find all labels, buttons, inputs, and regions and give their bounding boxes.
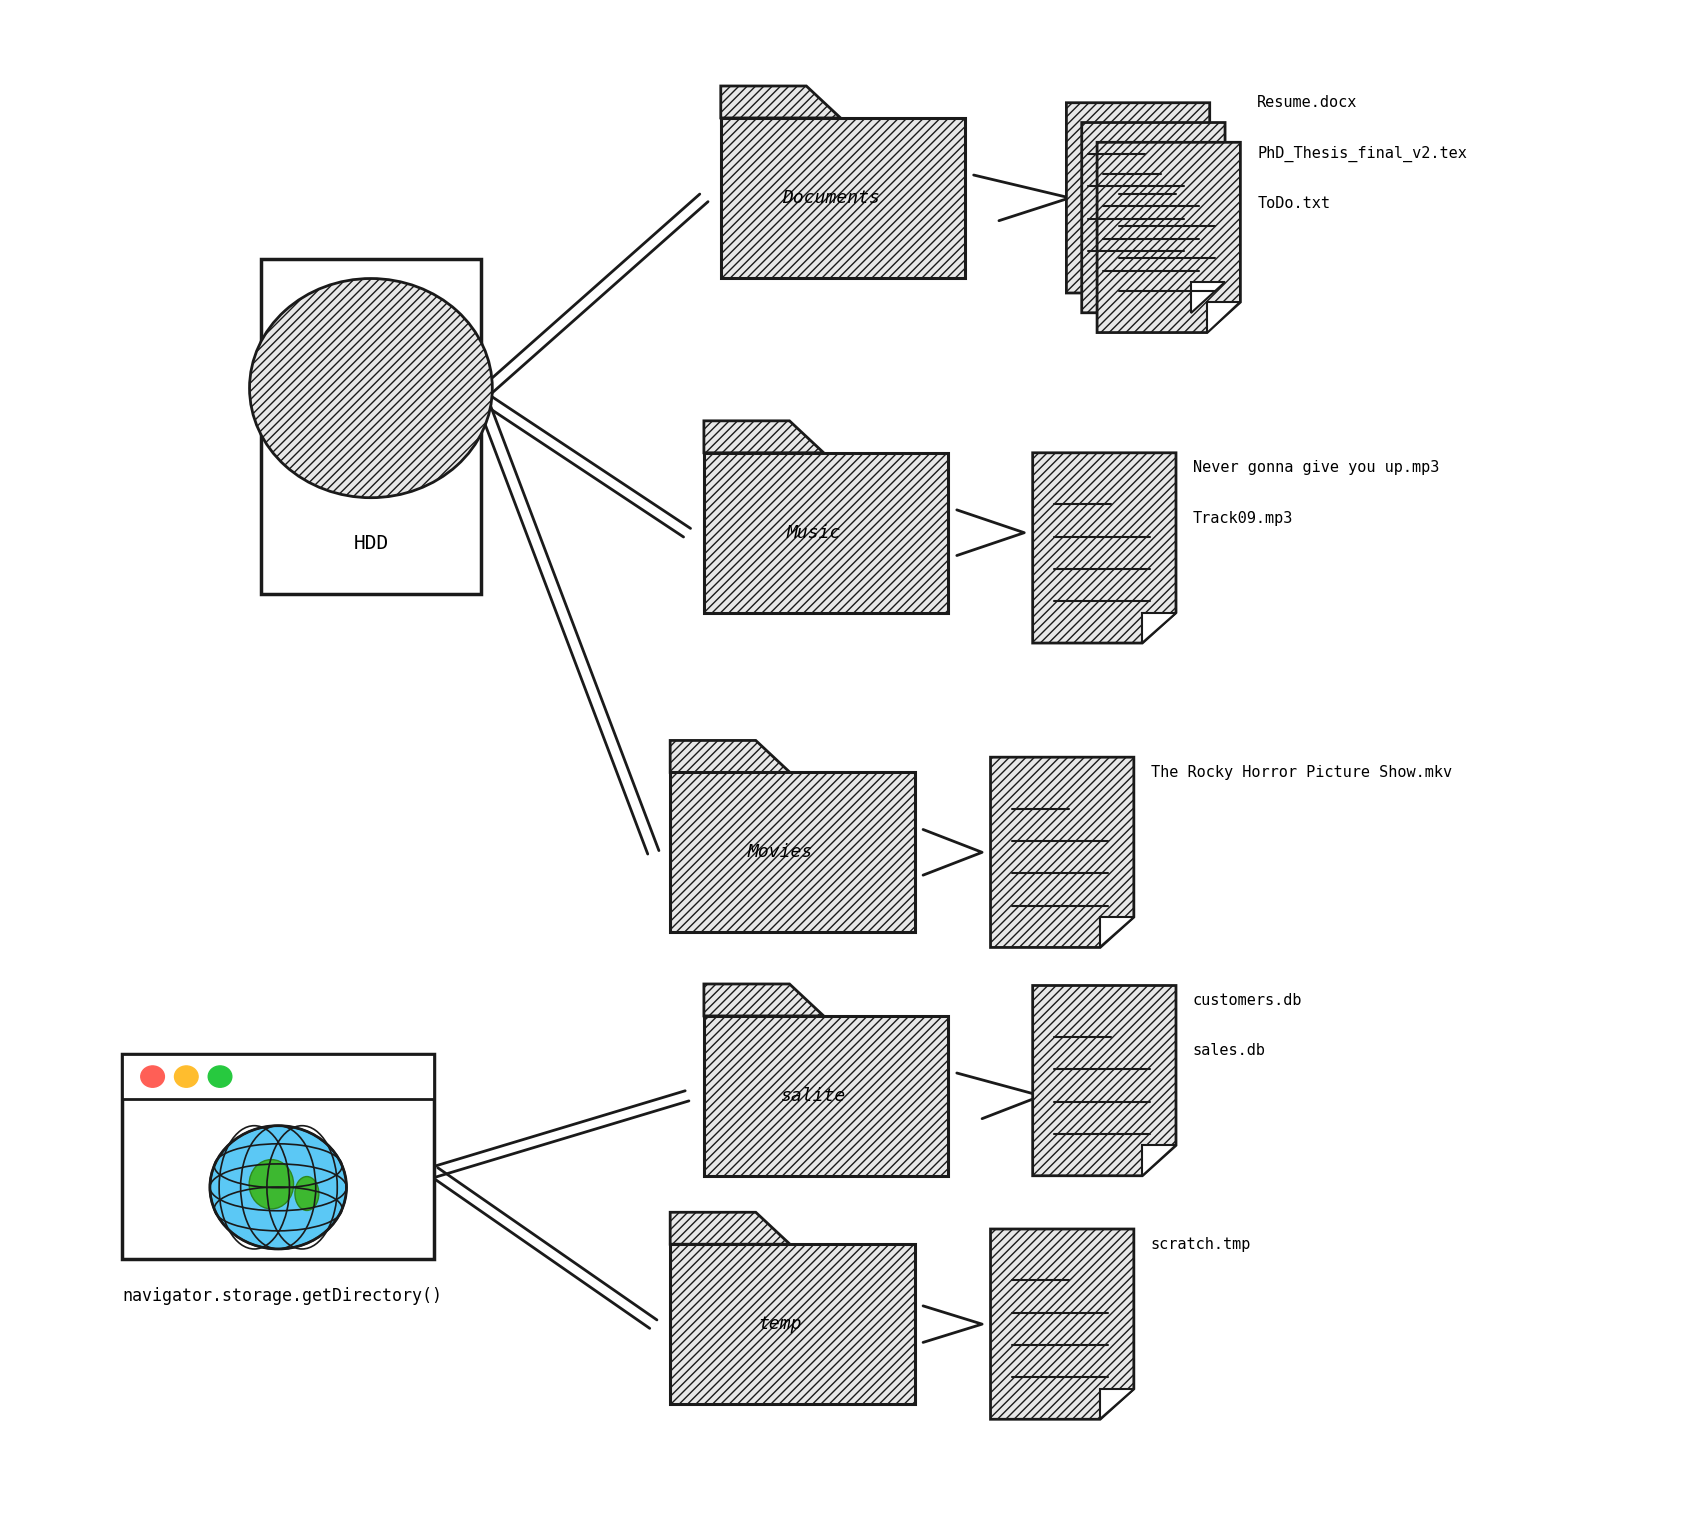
Text: Music: Music: [787, 524, 841, 542]
Text: Track09.mp3: Track09.mp3: [1192, 511, 1293, 525]
Polygon shape: [1177, 262, 1211, 292]
Polygon shape: [1192, 282, 1226, 312]
Circle shape: [211, 1126, 347, 1250]
Bar: [261, 259, 481, 594]
Text: scratch.tmp: scratch.tmp: [1150, 1236, 1251, 1251]
Polygon shape: [1143, 1146, 1177, 1175]
Polygon shape: [703, 420, 824, 454]
Polygon shape: [990, 758, 1133, 947]
Bar: [123, 1053, 435, 1099]
Circle shape: [175, 1065, 199, 1087]
Text: salite: salite: [781, 1087, 846, 1105]
Polygon shape: [1143, 612, 1177, 642]
Text: Documents: Documents: [782, 189, 880, 207]
Text: Movies: Movies: [747, 843, 813, 861]
Polygon shape: [1099, 1388, 1133, 1419]
Polygon shape: [703, 983, 824, 1017]
Polygon shape: [669, 741, 791, 772]
Bar: [123, 1053, 435, 1260]
Polygon shape: [1082, 122, 1226, 312]
Circle shape: [250, 279, 492, 498]
Bar: [703, 452, 948, 612]
Ellipse shape: [295, 1177, 319, 1210]
Polygon shape: [1067, 102, 1211, 292]
Circle shape: [142, 1065, 165, 1087]
Polygon shape: [1098, 143, 1241, 333]
Bar: [703, 1017, 948, 1175]
Bar: [720, 119, 964, 277]
Text: Resume.docx: Resume.docx: [1258, 94, 1357, 110]
Text: HDD: HDD: [354, 534, 388, 552]
Polygon shape: [1099, 916, 1133, 947]
Ellipse shape: [250, 1160, 293, 1208]
Polygon shape: [669, 1212, 791, 1245]
Polygon shape: [1032, 986, 1177, 1175]
Polygon shape: [990, 1230, 1133, 1419]
Text: ToDo.txt: ToDo.txt: [1258, 195, 1330, 210]
Text: temp: temp: [759, 1315, 803, 1333]
Text: navigator.storage.getDirectory(): navigator.storage.getDirectory(): [123, 1288, 442, 1304]
Polygon shape: [1207, 301, 1241, 333]
Bar: [669, 773, 914, 931]
Bar: [669, 1245, 914, 1403]
Text: The Rocky Horror Picture Show.mkv: The Rocky Horror Picture Show.mkv: [1150, 766, 1452, 779]
Text: PhD_Thesis_final_v2.tex: PhD_Thesis_final_v2.tex: [1258, 146, 1467, 161]
Text: sales.db: sales.db: [1192, 1044, 1266, 1058]
Polygon shape: [720, 85, 841, 117]
Text: customers.db: customers.db: [1192, 994, 1302, 1008]
Circle shape: [209, 1065, 231, 1087]
Polygon shape: [1032, 454, 1177, 642]
Text: Never gonna give you up.mp3: Never gonna give you up.mp3: [1192, 460, 1440, 475]
